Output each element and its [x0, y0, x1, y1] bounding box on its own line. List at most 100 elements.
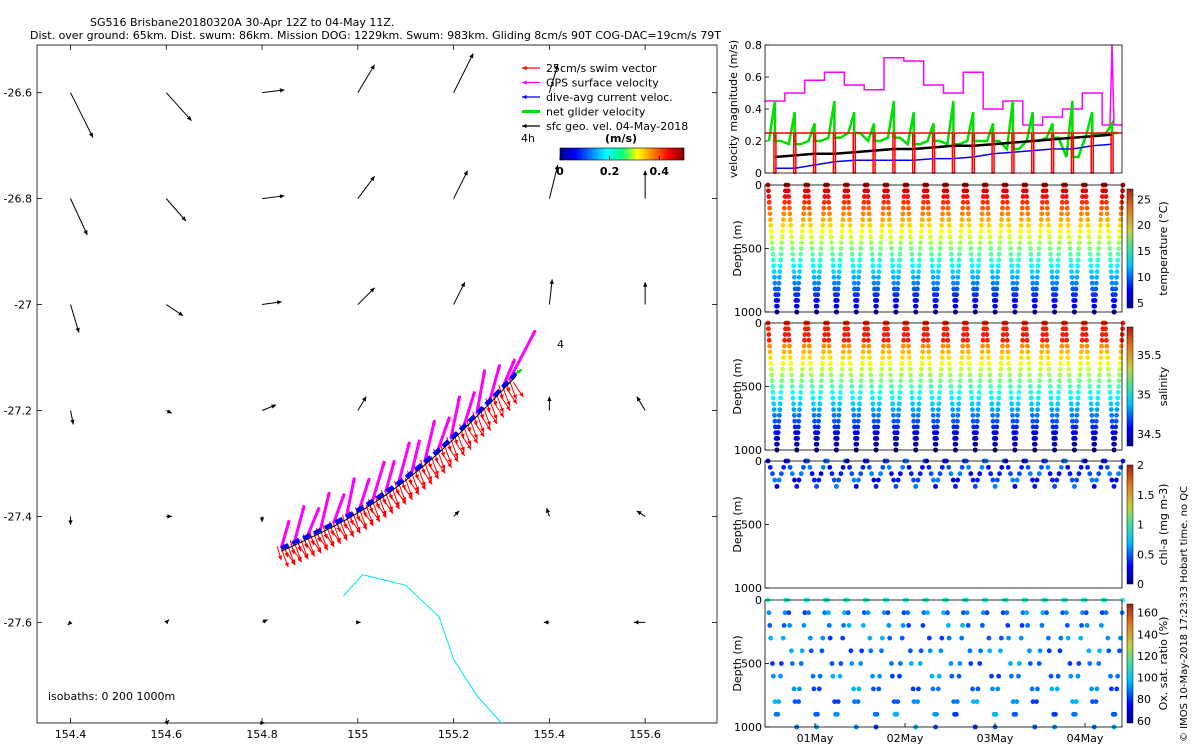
profile-point	[1068, 395, 1074, 401]
swim-vector-head	[434, 470, 439, 476]
profile-point	[822, 194, 828, 199]
profile-point	[787, 343, 792, 349]
profile-point	[999, 205, 1005, 211]
profile-point	[780, 366, 786, 372]
profile-point	[966, 223, 972, 228]
profile-point	[977, 240, 983, 246]
profile-point	[1084, 211, 1090, 217]
profile-point	[1014, 280, 1020, 286]
profile-point	[939, 635, 945, 641]
profile-point	[815, 292, 821, 298]
profile-point	[858, 240, 864, 246]
profile-point	[831, 407, 836, 412]
profile-point	[1008, 661, 1013, 666]
swim-vector-head	[499, 407, 504, 413]
profile-point	[993, 430, 999, 436]
profile-point	[899, 635, 905, 641]
profile-point	[798, 471, 804, 477]
profile-point	[919, 228, 924, 234]
profile-point	[1025, 349, 1031, 355]
profile-point	[1025, 211, 1031, 217]
profile-point	[1076, 389, 1081, 395]
profile-point	[896, 263, 902, 269]
profile-point	[988, 384, 994, 389]
profile-point	[984, 194, 990, 199]
profile-point	[924, 326, 930, 332]
profile-point	[1032, 441, 1038, 447]
profile-point	[1068, 673, 1074, 679]
profile-point	[789, 240, 795, 246]
profile-point	[1024, 194, 1030, 199]
profile-point	[877, 673, 883, 679]
profile-point	[1035, 269, 1040, 274]
swim-vector-head	[277, 555, 283, 561]
profile-point	[895, 286, 900, 292]
profile-point	[1059, 205, 1065, 211]
profile-point	[868, 234, 874, 240]
profile-point	[994, 477, 1000, 483]
profile-point	[879, 361, 885, 366]
profile-point	[914, 298, 919, 303]
profile-point	[1112, 303, 1117, 309]
profile-point	[1097, 361, 1103, 366]
profile-point	[950, 407, 955, 412]
profile-point	[809, 240, 815, 246]
profile-point	[787, 217, 793, 223]
profile-point	[1007, 240, 1013, 246]
profile-point	[808, 648, 814, 654]
profile-point	[990, 274, 996, 280]
profile-point	[1004, 610, 1010, 616]
profile-point	[822, 610, 828, 616]
profile-point	[876, 412, 881, 418]
profile-point	[928, 384, 934, 389]
profile-point	[1074, 269, 1080, 274]
profile-point	[990, 477, 996, 483]
profile-point	[820, 355, 826, 361]
profile-point	[978, 366, 984, 372]
profile-point	[1095, 389, 1101, 395]
profile-point	[1016, 389, 1022, 395]
swim-vector-head	[499, 394, 504, 399]
profile-point	[1095, 263, 1100, 269]
profile-point	[969, 401, 975, 407]
geo-velocity-arrow-head	[642, 282, 648, 287]
profile-point	[992, 484, 998, 489]
profile-point	[836, 280, 841, 286]
profile-point	[921, 610, 927, 616]
profile-point	[978, 648, 984, 654]
profile-point	[849, 246, 855, 251]
profile-point	[1028, 389, 1034, 395]
profile-point	[1067, 471, 1073, 477]
profile-point	[875, 477, 881, 483]
profile-point	[1114, 263, 1120, 269]
profile-point	[1033, 286, 1039, 292]
profile-point	[796, 412, 802, 418]
profile-point	[1090, 699, 1095, 704]
profile-point	[998, 635, 1004, 641]
profile-point	[890, 269, 896, 274]
profile-point	[958, 228, 964, 234]
profile-point	[1024, 337, 1030, 343]
profile-point	[796, 280, 802, 286]
swim-vector-head	[519, 392, 524, 398]
profile-point	[950, 477, 956, 483]
colorbar-tick-label: 10	[1137, 271, 1151, 284]
profile-point	[858, 378, 864, 384]
profile-point	[1044, 332, 1049, 337]
profile-point	[954, 430, 960, 436]
profile-point	[958, 366, 964, 372]
colorbar-tick-label: 20	[1137, 219, 1151, 232]
profile-point	[1092, 441, 1098, 447]
profile-point	[1023, 326, 1029, 332]
swim-vector-head	[343, 534, 348, 540]
profile-point	[777, 401, 783, 407]
profile-point	[920, 205, 926, 211]
profile-point	[1112, 292, 1118, 298]
profile-point	[857, 395, 863, 401]
profile-point	[841, 623, 846, 628]
profile-point	[1038, 228, 1043, 234]
profile-point	[950, 274, 956, 280]
profile-point	[782, 332, 788, 337]
profile-point	[957, 240, 963, 246]
profile-point	[1006, 228, 1012, 234]
